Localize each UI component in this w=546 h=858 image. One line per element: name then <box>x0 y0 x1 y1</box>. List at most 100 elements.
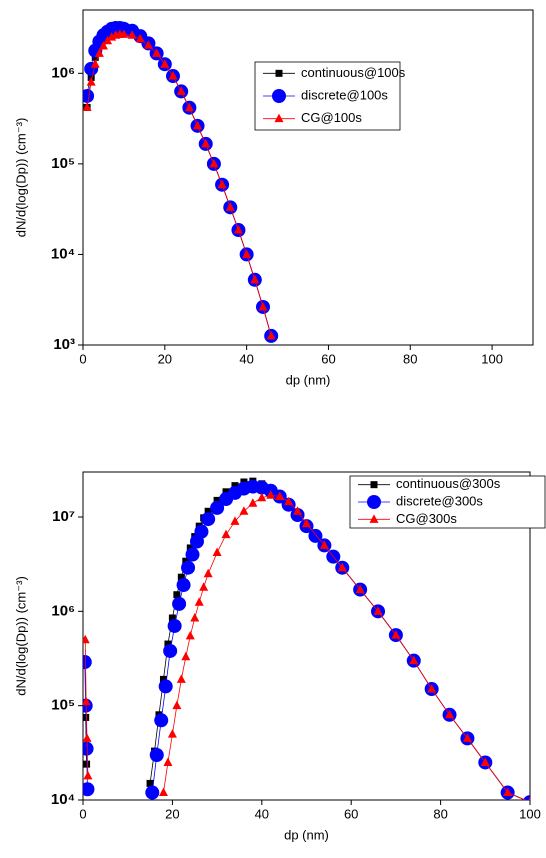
marker <box>284 496 294 506</box>
marker <box>293 506 303 515</box>
marker <box>83 634 90 644</box>
marker <box>146 779 154 787</box>
x-axis-label: dp (nm) <box>286 372 331 387</box>
marker <box>194 597 204 606</box>
marker <box>373 606 383 615</box>
x-tick-label: 0 <box>79 806 86 821</box>
marker <box>199 582 209 591</box>
marker <box>83 102 92 111</box>
legend-marker <box>274 113 284 123</box>
marker <box>135 33 145 43</box>
y-tick-label: 10⁵ <box>51 155 75 172</box>
marker <box>204 507 212 515</box>
marker <box>194 524 209 539</box>
marker <box>83 770 93 780</box>
marker <box>257 492 267 502</box>
legend-marker <box>370 481 378 489</box>
x-tick-label: 100 <box>481 351 503 366</box>
marker <box>167 729 177 738</box>
marker <box>231 482 239 490</box>
marker <box>337 562 347 572</box>
marker <box>222 488 230 496</box>
marker <box>217 179 227 189</box>
marker <box>149 747 164 762</box>
marker <box>427 684 437 693</box>
marker <box>258 301 268 311</box>
legend-marker <box>369 514 379 523</box>
legend-label: discrete@100s <box>301 87 388 102</box>
plot-area <box>83 21 279 343</box>
marker <box>177 573 185 581</box>
marker <box>172 700 182 710</box>
marker <box>167 618 182 633</box>
marker <box>94 48 104 57</box>
marker <box>528 797 530 800</box>
marker <box>391 630 401 639</box>
marker <box>83 782 95 797</box>
marker <box>462 733 472 742</box>
marker <box>480 757 490 766</box>
plot-area <box>83 477 530 800</box>
marker <box>266 490 276 499</box>
marker <box>193 120 203 130</box>
legend-label: continuous@100s <box>301 65 406 80</box>
marker <box>185 547 200 562</box>
marker <box>201 138 211 148</box>
marker <box>83 655 92 670</box>
marker <box>83 88 95 103</box>
marker <box>210 500 225 515</box>
marker <box>159 675 167 683</box>
marker <box>173 591 181 599</box>
marker <box>127 30 137 39</box>
marker <box>163 643 178 658</box>
marker <box>290 508 305 523</box>
x-tick-label: 0 <box>79 351 86 366</box>
x-axis-label: dp (nm) <box>284 827 329 842</box>
marker <box>308 528 323 543</box>
legend-marker <box>272 89 286 103</box>
marker <box>181 651 191 661</box>
marker <box>90 59 100 68</box>
y-tick-label: 10⁵ <box>51 697 75 714</box>
marker <box>176 86 186 95</box>
x-tick-label: 80 <box>403 351 417 366</box>
x-tick-label: 40 <box>239 351 253 366</box>
marker <box>86 77 96 86</box>
y-tick-label: 10⁴ <box>51 791 75 808</box>
x-tick-label: 20 <box>165 806 179 821</box>
marker <box>233 225 243 234</box>
marker <box>248 498 258 507</box>
marker <box>225 202 235 211</box>
marker <box>190 612 200 622</box>
marker <box>212 547 222 557</box>
x-tick-label: 20 <box>158 351 172 366</box>
marker <box>213 496 221 504</box>
series-line <box>86 33 272 337</box>
marker <box>201 512 216 527</box>
marker <box>355 584 365 594</box>
marker <box>445 709 455 719</box>
marker <box>319 540 329 549</box>
marker <box>168 71 178 80</box>
marker <box>145 785 160 800</box>
marker <box>154 713 169 728</box>
marker <box>209 158 219 168</box>
marker <box>83 741 94 756</box>
marker <box>275 491 285 500</box>
marker <box>164 640 172 648</box>
marker <box>83 696 91 706</box>
y-tick-label: 10⁴ <box>51 245 75 262</box>
marker <box>239 506 249 515</box>
y-axis-label: dN/d(log(Dp)) (cm⁻³) <box>13 576 28 696</box>
marker <box>221 529 231 539</box>
marker <box>176 578 191 593</box>
y-tick-label: 10⁷ <box>52 508 75 525</box>
marker <box>98 41 108 50</box>
marker <box>185 630 195 640</box>
marker <box>409 655 419 665</box>
x-tick-label: 60 <box>344 806 358 821</box>
marker <box>83 733 92 742</box>
legend-label: discrete@300s <box>396 493 483 508</box>
y-tick-label: 10⁶ <box>51 64 75 81</box>
